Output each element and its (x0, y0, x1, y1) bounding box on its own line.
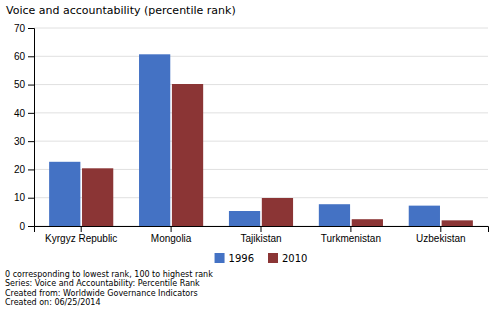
tick-mark (28, 198, 34, 199)
tick: 50 (14, 79, 34, 90)
tick: Mongolia (151, 226, 192, 244)
grid (34, 28, 488, 226)
tick-label: 0 (19, 221, 25, 232)
tick-label: 70 (14, 23, 26, 34)
tick-mark (28, 85, 34, 86)
bar (409, 206, 440, 226)
tick: 60 (14, 51, 34, 62)
tick-mark (28, 141, 34, 142)
bar-series (82, 84, 473, 226)
grid-line (34, 112, 488, 113)
tick-label: Turkmenistan (321, 233, 381, 244)
legend-item: 1996 (215, 253, 254, 264)
tick-mark (28, 28, 34, 29)
tick-mark (171, 226, 172, 232)
axis-line (28, 29, 35, 227)
legend-swatch (215, 253, 225, 263)
tick-mark (440, 226, 441, 232)
tick-label: 20 (14, 164, 26, 175)
tick-label: Tajikistan (240, 233, 281, 244)
tick-label: Kyrgyz Republic (45, 233, 117, 244)
tick-mark (81, 226, 82, 232)
grid-line (34, 28, 488, 29)
bar (442, 220, 473, 226)
y-axis: 0 10 20 30 40 50 60 70 (14, 23, 35, 232)
grid-line (34, 141, 488, 142)
tick: Turkmenistan (321, 226, 381, 244)
bars (49, 54, 473, 226)
grid-line (34, 84, 488, 85)
tick-mark (28, 169, 34, 170)
tick-label: 10 (14, 192, 26, 203)
grid-line (34, 56, 488, 57)
tick-mark (350, 226, 351, 232)
tick: Tajikistan (240, 226, 281, 244)
tick-label: 30 (14, 136, 26, 147)
tick-label: 60 (14, 51, 26, 62)
tick: 10 (14, 192, 34, 203)
x-axis: Kyrgyz Republic Mongolia Tajikistan Turkmen… (35, 226, 489, 244)
tick: Uzbekistan (416, 226, 465, 244)
tick: 30 (14, 136, 34, 147)
footnote: Created on: 06/25/2014 (5, 298, 101, 307)
plot: 0 10 20 30 40 50 60 70 Kyrgyz Republic Mongolia Ta… (14, 23, 489, 244)
tick-mark (261, 226, 262, 232)
legend-item: 2010 (268, 253, 307, 264)
chart: 0 10 20 30 40 50 60 70 Kyrgyz Republic Mongolia Ta… (0, 0, 500, 310)
legend: 1996 2010 (215, 253, 308, 264)
footnote: 0 corresponding to lowest rank, 100 to h… (5, 270, 213, 279)
footnote: Created from: Worldwide Governance Indic… (5, 289, 198, 298)
bar (139, 54, 170, 226)
tick-label: Mongolia (151, 233, 192, 244)
y-axis-title: Voice and accountability (percentile ran… (6, 4, 236, 17)
axis-line (35, 227, 489, 233)
footnotes: 0 corresponding to lowest rank, 100 to h… (5, 270, 213, 308)
tick-mark (28, 113, 34, 114)
tick-label: 50 (14, 79, 26, 90)
tick-mark (28, 226, 34, 227)
tick: Kyrgyz Republic (45, 226, 117, 244)
tick: 40 (14, 108, 34, 119)
bar (82, 168, 113, 226)
tick-label: Uzbekistan (416, 233, 465, 244)
tick: 70 (14, 23, 34, 34)
bar (319, 204, 350, 226)
tick: 0 (19, 221, 34, 232)
bar (172, 84, 203, 226)
legend-label: 2010 (282, 253, 307, 264)
tick: 20 (14, 164, 34, 175)
legend-label: 1996 (229, 253, 254, 264)
bar (49, 162, 80, 226)
tick-mark (28, 56, 34, 57)
bar (229, 211, 260, 226)
tick-label: 40 (14, 108, 26, 119)
bar (262, 198, 293, 226)
footnote: Series: Voice and Accountability: Percen… (5, 279, 200, 288)
bar-series (49, 54, 440, 226)
bar (352, 219, 383, 226)
legend-swatch (268, 253, 278, 263)
